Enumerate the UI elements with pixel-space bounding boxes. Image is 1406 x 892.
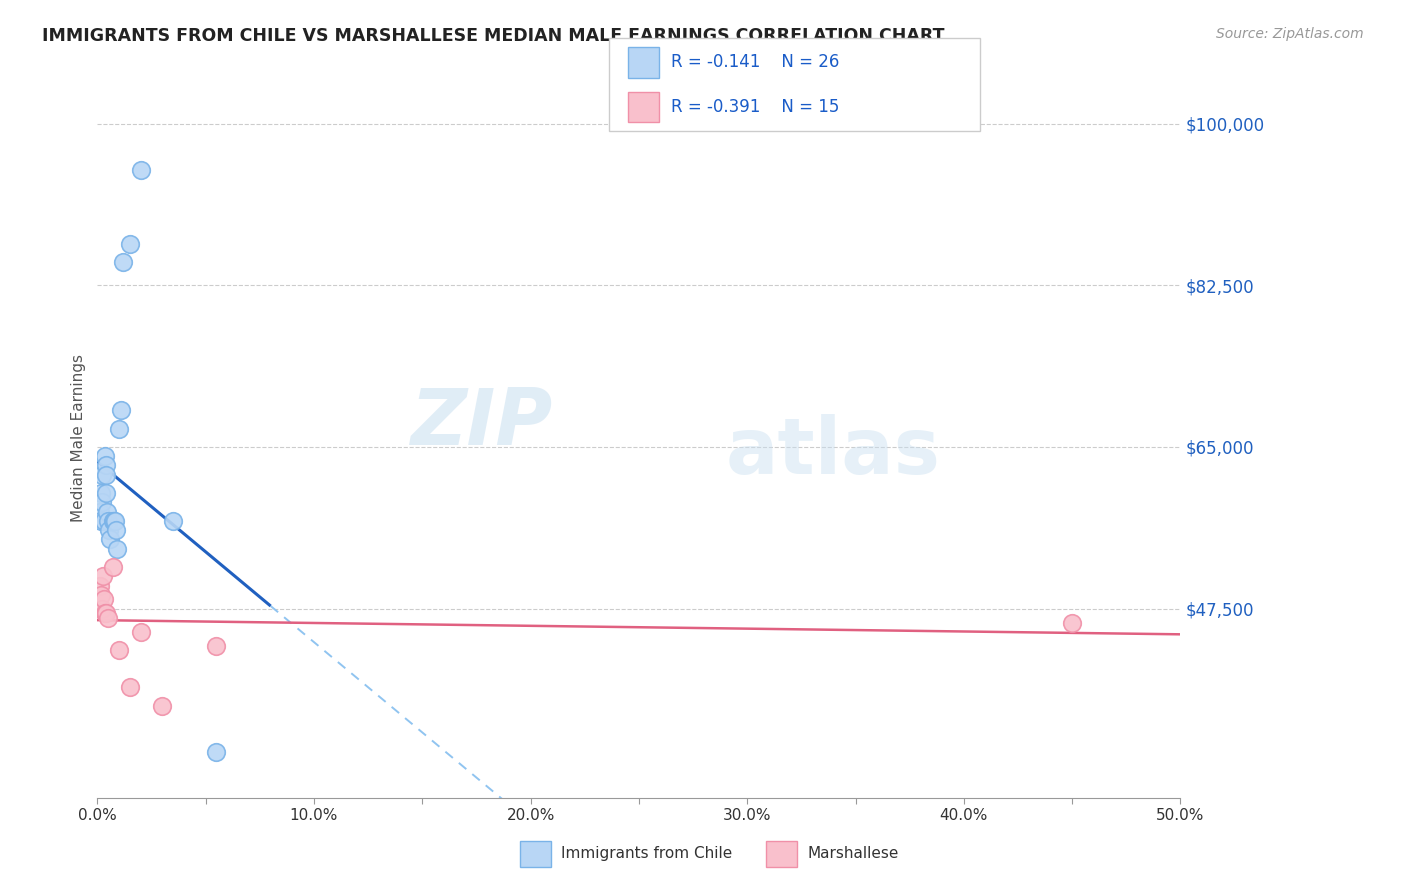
Point [205, 745, 228, 759]
Point [101, 514, 124, 528]
Point [90, 514, 112, 528]
Text: atlas: atlas [725, 414, 941, 491]
Point [110, 403, 132, 417]
Point [1062, 615, 1084, 630]
Point [101, 560, 124, 574]
Point [91, 569, 114, 583]
Point [90, 467, 112, 482]
Text: ZIP: ZIP [411, 385, 553, 461]
Point [129, 162, 152, 177]
Point [96, 486, 118, 500]
Point [205, 639, 228, 653]
Point [98, 533, 121, 547]
Point [104, 523, 127, 537]
Point [90, 601, 112, 615]
Point [118, 236, 141, 251]
Y-axis label: Median Male Earnings: Median Male Earnings [72, 354, 86, 522]
Point [118, 680, 141, 694]
Point [150, 698, 173, 713]
Point [96, 505, 118, 519]
Point [94, 607, 117, 621]
Text: Source: ZipAtlas.com: Source: ZipAtlas.com [1216, 27, 1364, 41]
Point [105, 541, 128, 556]
Text: R = -0.391    N = 15: R = -0.391 N = 15 [671, 98, 839, 116]
Point [91, 495, 114, 509]
Text: IMMIGRANTS FROM CHILE VS MARSHALLESE MEDIAN MALE EARNINGS CORRELATION CHART: IMMIGRANTS FROM CHILE VS MARSHALLESE MED… [42, 27, 945, 45]
Point [94, 467, 117, 482]
Point [94, 449, 117, 463]
Text: Immigrants from Chile: Immigrants from Chile [561, 847, 733, 862]
Point [89, 578, 111, 592]
Point [98, 523, 121, 537]
Point [97, 611, 120, 625]
Point [162, 514, 184, 528]
Point [90, 486, 112, 500]
Text: R = -0.141    N = 26: R = -0.141 N = 26 [671, 54, 839, 71]
Point [108, 643, 131, 657]
Point [129, 624, 152, 639]
Text: Marshallese: Marshallese [807, 847, 898, 862]
Point [89, 505, 111, 519]
Point [112, 255, 135, 269]
Point [97, 514, 120, 528]
Point [103, 514, 125, 528]
Point [94, 458, 117, 473]
Point [93, 592, 115, 607]
Point [104, 514, 127, 528]
Point [94, 607, 117, 621]
Point [108, 421, 131, 435]
Point [90, 588, 112, 602]
Point [93, 514, 115, 528]
